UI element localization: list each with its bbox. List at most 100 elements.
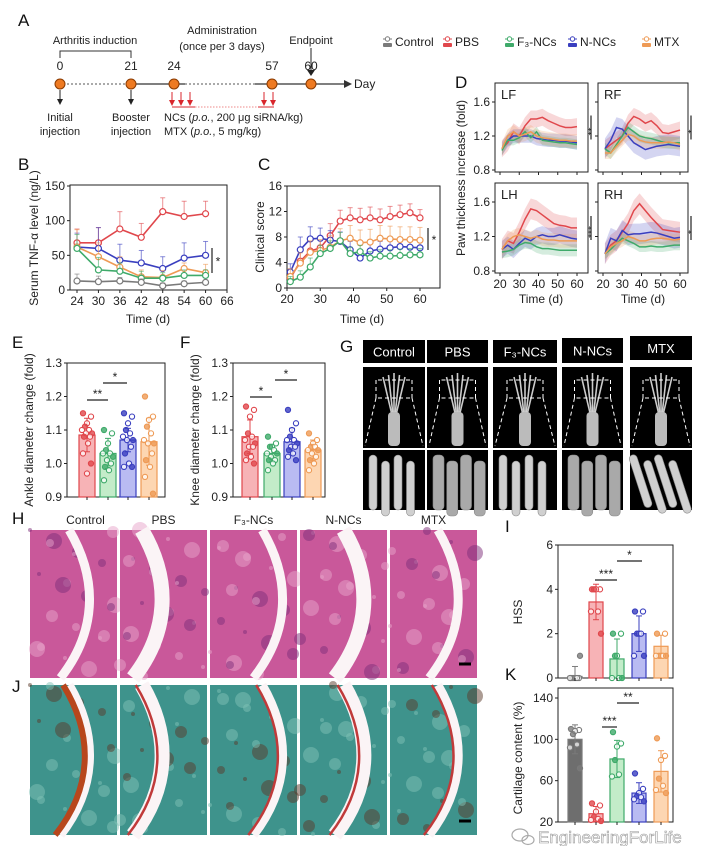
- data-point: [346, 214, 354, 222]
- data-point: [288, 426, 296, 434]
- data-point: [637, 630, 645, 637]
- data-point: [104, 440, 112, 447]
- panel-label-a: A: [18, 11, 30, 30]
- bone: [451, 374, 458, 416]
- data-point: [662, 652, 670, 659]
- plot-frame: [597, 82, 689, 173]
- data-point: [617, 740, 625, 747]
- legend-swatch: [505, 43, 514, 47]
- legend-item: MTX: [642, 35, 679, 49]
- data-point: [291, 443, 299, 450]
- data-point: [609, 630, 617, 637]
- zoom-guide: [428, 379, 487, 447]
- series-fncs: [286, 232, 424, 286]
- significance-marker: **: [587, 128, 598, 136]
- bone: [629, 454, 653, 508]
- sd-band: [501, 198, 577, 260]
- joint-space: [249, 527, 288, 681]
- data-point: [587, 608, 595, 615]
- data-point: [146, 463, 154, 470]
- legend-label: PBS: [455, 35, 479, 49]
- bone: [524, 454, 534, 511]
- data-point: [116, 267, 124, 275]
- y-tick-label: 1.1: [45, 423, 62, 437]
- arrowhead-icon: [187, 100, 193, 106]
- data-point: [84, 440, 92, 447]
- day-label: 0: [57, 59, 64, 73]
- bone: [654, 374, 661, 416]
- data-point: [86, 433, 94, 440]
- legend-item: PBS: [443, 35, 479, 49]
- data-point: [101, 463, 109, 470]
- data-point: [250, 460, 258, 467]
- data-point: [406, 209, 414, 217]
- data-point: [569, 731, 577, 738]
- data-point: [180, 280, 188, 288]
- joint-space: [328, 526, 372, 683]
- data-point: [79, 410, 87, 417]
- series-line: [604, 126, 681, 151]
- data-point: [587, 816, 595, 824]
- data-point: [639, 608, 647, 615]
- bone: [388, 412, 400, 446]
- y-tick-label: 1.2: [211, 390, 228, 404]
- data-point: [631, 608, 639, 615]
- series-line: [604, 133, 681, 154]
- y-tick-label: 4: [275, 256, 282, 270]
- dose-route: p.o.: [191, 112, 210, 124]
- data-point: [137, 233, 145, 241]
- safranin-stain-image: [28, 682, 123, 838]
- data-point: [79, 450, 87, 457]
- x-tick-label: 20: [280, 292, 294, 306]
- safranin-stain-image: [294, 681, 389, 840]
- y-tick-label: 1.3: [211, 356, 228, 370]
- data-point: [576, 765, 584, 772]
- data-point: [376, 216, 384, 224]
- dose-post: , 200 μg siRNA/kg): [210, 112, 303, 124]
- data-point: [124, 420, 132, 427]
- data-point: [264, 467, 272, 474]
- data-point: [116, 225, 124, 233]
- y-tick-label: 1.3: [45, 356, 62, 370]
- data-point: [120, 410, 128, 417]
- ct-column: PBS: [427, 340, 488, 517]
- y-tick-label: 12: [269, 205, 283, 219]
- data-point: [150, 440, 158, 447]
- significance-marker: ***: [587, 226, 598, 238]
- data-point: [272, 440, 280, 447]
- bar-group: [652, 735, 670, 823]
- data-point: [180, 212, 188, 221]
- data-point: [305, 467, 313, 474]
- x-axis-label: Time (d): [621, 292, 665, 306]
- data-point: [266, 443, 274, 450]
- zoom-guide: [364, 379, 424, 447]
- significance-marker: ***: [602, 714, 616, 728]
- joint-space: [56, 527, 94, 681]
- bone: [457, 374, 464, 416]
- x-tick-label: 60: [570, 277, 584, 291]
- plot-frame: [69, 184, 228, 291]
- data-point: [242, 456, 250, 464]
- data-point: [611, 652, 619, 659]
- data-point: [241, 436, 249, 444]
- data-point: [180, 254, 188, 262]
- subplot-title: RH: [604, 187, 623, 202]
- histology-header: PBS: [151, 513, 175, 527]
- data-point: [105, 467, 113, 474]
- initial-label: Initial: [47, 112, 73, 124]
- data-point: [116, 277, 124, 285]
- arrowhead-icon: [128, 99, 134, 105]
- data-point: [284, 406, 292, 414]
- data-point: [201, 271, 210, 280]
- data-point: [159, 274, 167, 282]
- data-point: [244, 430, 252, 437]
- legend-item: Control: [383, 35, 434, 49]
- bone: [649, 376, 660, 416]
- data-point: [296, 246, 304, 254]
- cartilage-layer: [328, 684, 361, 836]
- bar-group: [608, 728, 625, 823]
- x-tick-label: 40: [347, 292, 361, 306]
- data-point: [73, 277, 81, 285]
- y-tick-label: 8: [275, 230, 282, 244]
- plot-frame: [597, 182, 689, 274]
